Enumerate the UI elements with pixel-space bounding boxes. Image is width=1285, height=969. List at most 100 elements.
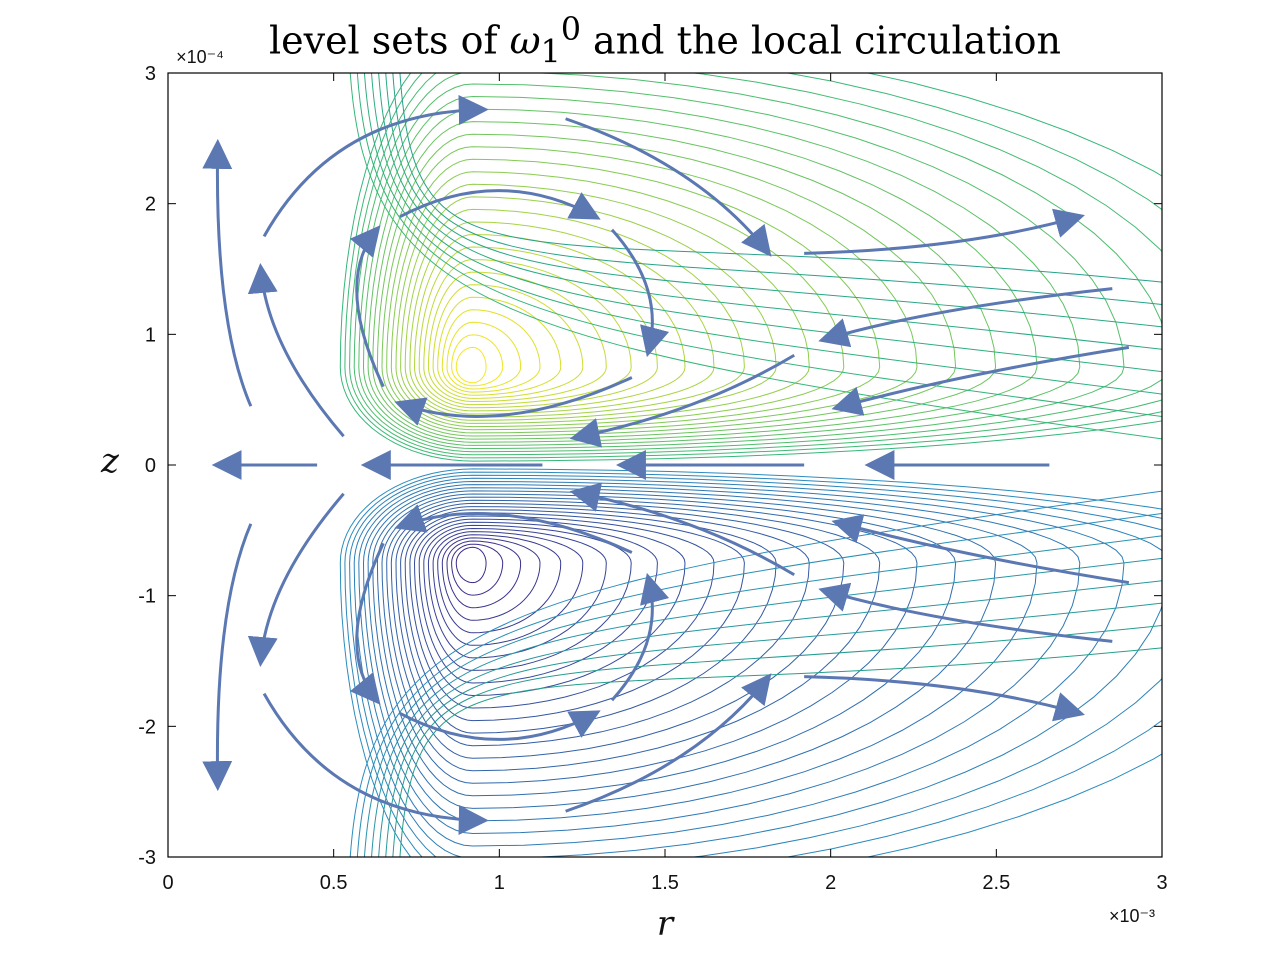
contour-line-positive bbox=[339, 73, 1162, 462]
contour-line-negative bbox=[372, 490, 997, 809]
x-tick-label: 0.5 bbox=[320, 872, 348, 894]
x-tick-label: 0 bbox=[162, 872, 173, 894]
contour-line-negative bbox=[409, 515, 715, 709]
contour-line-positive bbox=[446, 321, 522, 390]
contour-line-positive bbox=[390, 171, 845, 428]
circulation-arrow bbox=[565, 673, 772, 813]
contour-line-negative bbox=[367, 487, 1038, 822]
circulation-arrow bbox=[394, 504, 633, 554]
circulation-arrow bbox=[262, 95, 489, 238]
contour-line-negative bbox=[400, 509, 777, 734]
contour-line-positive bbox=[344, 73, 1162, 459]
contour-open-line bbox=[356, 513, 1162, 857]
contour-line-negative bbox=[413, 518, 686, 697]
contour-line-positive bbox=[423, 259, 632, 406]
contour-line-negative bbox=[358, 480, 1125, 847]
contour-lines-group bbox=[339, 73, 1162, 857]
contour-line-negative bbox=[390, 502, 845, 759]
contour-line-positive bbox=[437, 296, 562, 396]
circulation-arrow bbox=[569, 482, 795, 577]
circulation-arrow bbox=[262, 692, 489, 835]
x-tick-label: 2.5 bbox=[982, 872, 1010, 894]
title-rest: and the local circulation bbox=[580, 18, 1062, 63]
x-axis-label: r bbox=[657, 904, 675, 944]
circulation-arrow bbox=[831, 514, 1130, 585]
contour-line-negative bbox=[455, 546, 487, 584]
circulation-arrow bbox=[247, 263, 345, 438]
x-tick-label: 2 bbox=[825, 872, 836, 894]
y-tick-label: 0 bbox=[145, 455, 156, 477]
contour-line-positive bbox=[413, 233, 686, 412]
y-tick-label: 1 bbox=[145, 324, 156, 346]
contour-open-line bbox=[363, 535, 1162, 857]
contour-line-negative bbox=[437, 534, 562, 634]
contour-line-positive bbox=[441, 309, 541, 393]
circulation-arrows-group bbox=[202, 95, 1130, 835]
contour-line-negative bbox=[432, 531, 584, 646]
circulation-arrow bbox=[202, 523, 253, 792]
circulation-arrow bbox=[818, 287, 1113, 348]
contour-open-line bbox=[378, 580, 1162, 857]
contour-line-positive bbox=[367, 108, 1038, 443]
contour-line-negative bbox=[349, 474, 1162, 857]
contour-open-line bbox=[392, 73, 1162, 305]
contour-line-positive bbox=[353, 73, 1162, 453]
contour-line-negative bbox=[395, 506, 810, 747]
contour-open-line bbox=[378, 73, 1162, 350]
contour-open-line bbox=[371, 557, 1162, 857]
x-axis-exponent: ×10⁻³ bbox=[1109, 906, 1155, 926]
contour-line-positive bbox=[455, 346, 487, 384]
chart-title: level sets of ω10 and the local circulat… bbox=[0, 12, 1285, 70]
contour-line-negative bbox=[362, 484, 1081, 835]
circulation-arrow bbox=[349, 225, 385, 388]
contour-line-positive bbox=[376, 133, 957, 437]
contour-line-positive bbox=[395, 183, 810, 424]
contour-open-line bbox=[349, 490, 1162, 857]
contour-line-positive bbox=[358, 83, 1125, 450]
contour-open-line bbox=[385, 73, 1162, 328]
y-tick-label: -1 bbox=[138, 586, 156, 608]
circulation-arrow bbox=[569, 353, 795, 448]
contour-line-negative bbox=[381, 496, 918, 784]
contour-line-positive bbox=[432, 284, 584, 399]
contour-line-negative bbox=[451, 543, 504, 596]
circulation-arrow bbox=[610, 572, 670, 702]
circulation-arrow bbox=[399, 189, 601, 220]
axis-ticks-group: 0 0.5 1 1.5 2 2.5 3 -3 -2 -1 0 1 2 3 bbox=[138, 63, 1167, 894]
circulation-arrow bbox=[349, 542, 385, 705]
circulation-arrow bbox=[804, 208, 1085, 255]
contour-line-negative bbox=[386, 499, 881, 772]
contour-line-negative bbox=[423, 524, 632, 671]
contour-line-positive bbox=[381, 146, 918, 434]
circulation-arrow bbox=[804, 675, 1085, 722]
circulation-arrow bbox=[394, 376, 633, 426]
x-tick-label: 1 bbox=[494, 872, 505, 894]
contour-line-negative bbox=[376, 493, 957, 797]
y-axis-label: z bbox=[100, 441, 120, 481]
contour-open-line bbox=[392, 625, 1162, 857]
contour-open-line bbox=[371, 73, 1162, 373]
y-tick-label: 3 bbox=[145, 63, 156, 85]
contour-line-positive bbox=[404, 208, 745, 418]
x-tick-label: 3 bbox=[1156, 872, 1167, 894]
contour-line-positive bbox=[386, 158, 881, 431]
contour-line-negative bbox=[441, 537, 541, 621]
circulation-arrow bbox=[247, 492, 345, 667]
contour-open-line bbox=[349, 73, 1162, 440]
contour-open-line bbox=[356, 73, 1162, 417]
title-symbol: ω bbox=[509, 18, 541, 63]
y-tick-label: -2 bbox=[138, 716, 156, 738]
circulation-arrow bbox=[202, 138, 253, 407]
y-tick-label: -3 bbox=[138, 847, 156, 869]
y-tick-label: 2 bbox=[145, 194, 156, 216]
title-superscript: 0 bbox=[560, 12, 581, 48]
title-subscript: 1 bbox=[540, 34, 561, 71]
contour-line-negative bbox=[344, 471, 1162, 857]
contour-line-negative bbox=[404, 512, 745, 722]
contour-line-negative bbox=[339, 468, 1162, 857]
contour-line-positive bbox=[451, 334, 504, 387]
contour-line-negative bbox=[446, 540, 522, 609]
contour-open-line bbox=[363, 73, 1162, 395]
